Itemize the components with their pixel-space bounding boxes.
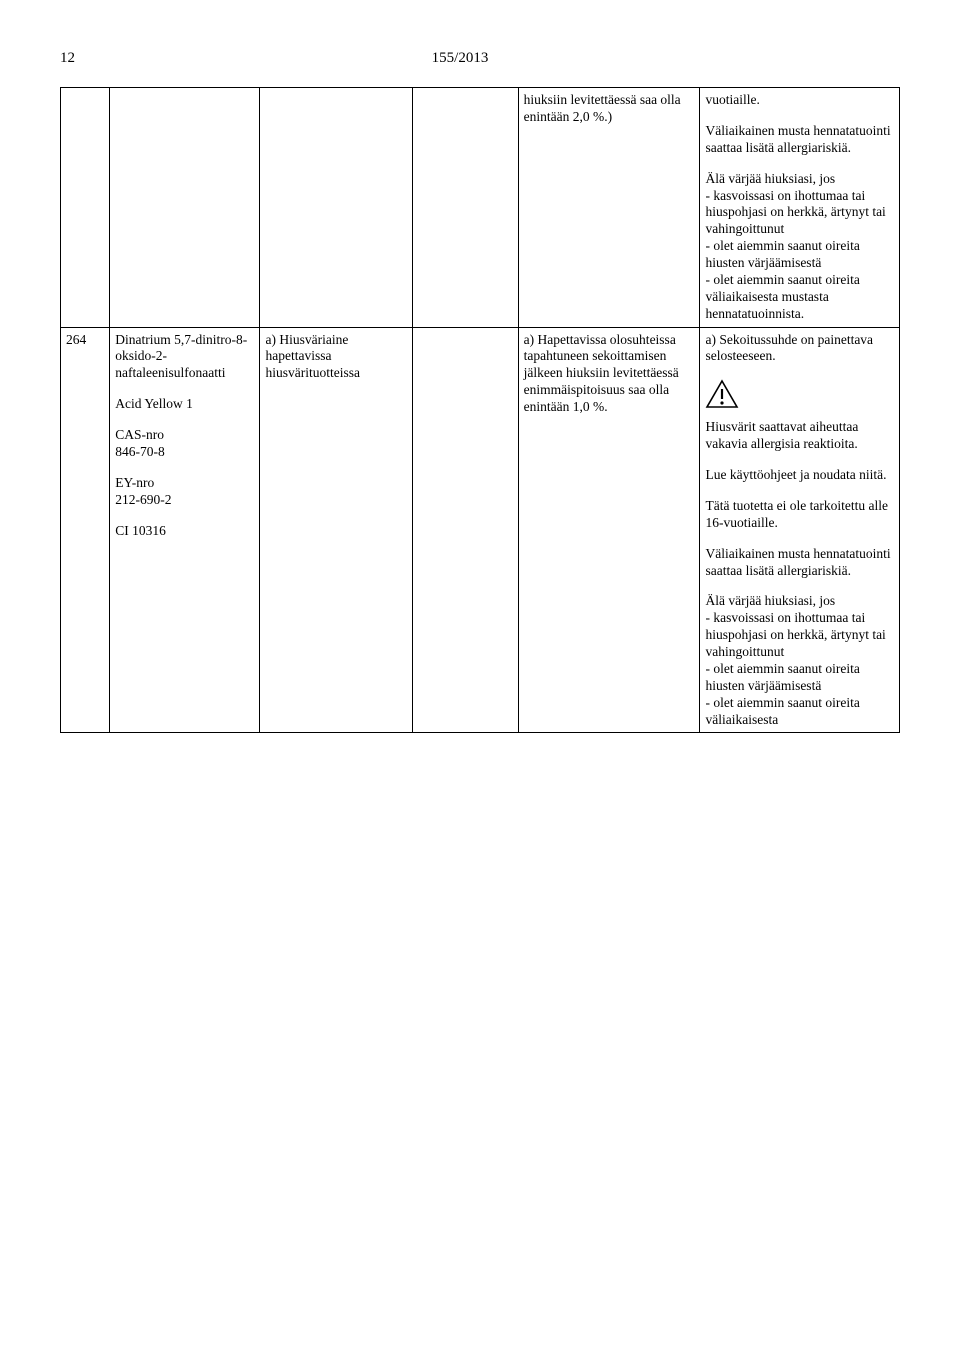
cas-value: 846-70-8 xyxy=(115,444,254,461)
text: Älä värjää hiuksiasi, jos xyxy=(705,171,894,188)
cell-conditions: vuotiaille. Väliaikainen musta hennatatu… xyxy=(700,88,900,328)
text-block: Älä värjää hiuksiasi, jos - kasvoissasi … xyxy=(705,593,894,728)
text: - olet aiemmin saanut oireita väliaikais… xyxy=(705,695,894,729)
ey-block: EY-nro 212-690-2 xyxy=(115,475,254,509)
regulation-table: hiuksiin levitettäessä saa olla enintään… xyxy=(60,87,900,733)
text: - olet aiemmin saanut oireita hiusten vä… xyxy=(705,661,894,695)
cell-blank xyxy=(413,327,519,733)
cell-substance: Dinatrium 5,7-dinitro-8-oksido-2-naftale… xyxy=(110,327,260,733)
text: a) Hiusväriaine hapettavissa hiusvärituo… xyxy=(265,332,407,383)
cell-product-type xyxy=(260,88,413,328)
text: - olet aiemmin saanut oireita hiusten vä… xyxy=(705,238,894,272)
cell-product-type: a) Hiusväriaine hapettavissa hiusvärituo… xyxy=(260,327,413,733)
text: Väliaikainen musta hennatatuointi saatta… xyxy=(705,123,894,157)
cell-index: 264 xyxy=(61,327,110,733)
ey-label: EY-nro xyxy=(115,475,254,492)
document-number: 155/2013 xyxy=(20,50,900,67)
text: a) Hapettavissa olosuhteissa tapahtuneen… xyxy=(524,332,695,416)
ci-value: CI 10316 xyxy=(115,523,254,540)
text: - kasvoissasi on ihottumaa tai hiuspohja… xyxy=(705,188,894,239)
text-block: Älä värjää hiuksiasi, jos - kasvoissasi … xyxy=(705,171,894,323)
text: Tätä tuotetta ei ole tarkoitettu alle 16… xyxy=(705,498,894,532)
cell-substance xyxy=(110,88,260,328)
cell-blank xyxy=(413,88,519,328)
table-row: 264 Dinatrium 5,7-dinitro-8-oksido-2-naf… xyxy=(61,327,900,733)
text: vuotiaille. xyxy=(705,92,894,109)
text: Väliaikainen musta hennatatuointi saatta… xyxy=(705,546,894,580)
text: Lue käyttöohjeet ja noudata niitä. xyxy=(705,467,894,484)
ey-value: 212-690-2 xyxy=(115,492,254,509)
cell-concentration: hiuksiin levitettäessä saa olla enintään… xyxy=(518,88,700,328)
substance-name: Dinatrium 5,7-dinitro-8-oksido-2-naftale… xyxy=(115,332,254,383)
cas-label: CAS-nro xyxy=(115,427,254,444)
acid-name: Acid Yellow 1 xyxy=(115,396,254,413)
text: - kasvoissasi on ihottumaa tai hiuspohja… xyxy=(705,610,894,661)
text: a) Sekoitussuhde on painettava selostees… xyxy=(705,332,894,366)
warning-triangle-icon xyxy=(705,379,894,409)
cell-conditions: a) Sekoitussuhde on painettava selostees… xyxy=(700,327,900,733)
cell-index xyxy=(61,88,110,328)
table-row: hiuksiin levitettäessä saa olla enintään… xyxy=(61,88,900,328)
text: hiuksiin levitettäessä saa olla enintään… xyxy=(524,92,695,126)
text: - olet aiemmin saanut oireita väliaikais… xyxy=(705,272,894,323)
cell-concentration: a) Hapettavissa olosuhteissa tapahtuneen… xyxy=(518,327,700,733)
text: Älä värjää hiuksiasi, jos xyxy=(705,593,894,610)
text: Hiusvärit saattavat aiheuttaa vakavia al… xyxy=(705,419,894,453)
page-header: 12 155/2013 xyxy=(60,50,900,67)
cas-block: CAS-nro 846-70-8 xyxy=(115,427,254,461)
